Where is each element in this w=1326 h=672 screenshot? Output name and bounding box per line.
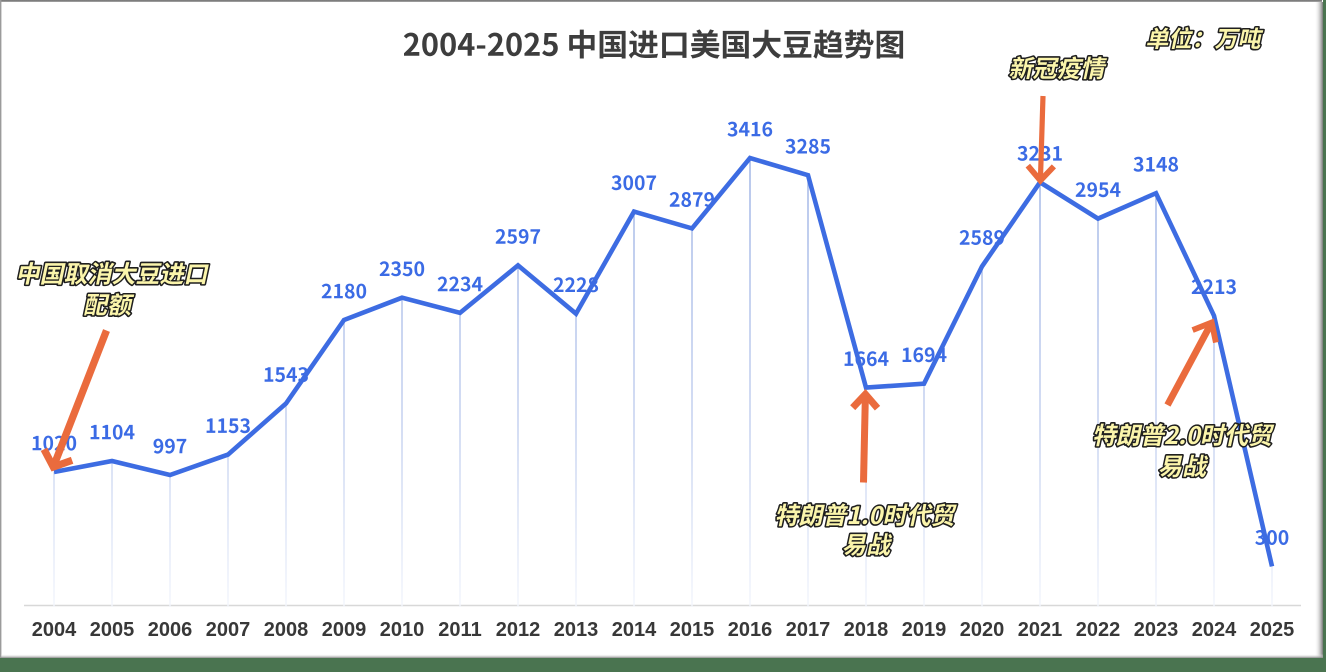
svg-text:2006: 2006	[148, 619, 193, 641]
svg-text:2007: 2007	[206, 619, 251, 641]
svg-text:2022: 2022	[1076, 619, 1121, 641]
svg-text:2011: 2011	[438, 619, 481, 641]
svg-text:2013: 2013	[554, 619, 599, 641]
svg-text:2014: 2014	[612, 619, 657, 641]
svg-text:2017: 2017	[786, 619, 831, 641]
svg-text:2021: 2021	[1018, 619, 1063, 641]
svg-text:2024: 2024	[1192, 619, 1237, 641]
svg-text:2004: 2004	[32, 619, 77, 641]
svg-text:2018: 2018	[844, 619, 889, 641]
svg-text:2025: 2025	[1250, 619, 1295, 641]
svg-text:2008: 2008	[264, 619, 309, 641]
svg-text:2020: 2020	[960, 619, 1005, 641]
svg-text:2015: 2015	[670, 619, 715, 641]
svg-text:2023: 2023	[1134, 619, 1179, 641]
svg-text:2010: 2010	[380, 619, 425, 641]
svg-text:2009: 2009	[322, 619, 367, 641]
svg-text:2019: 2019	[902, 619, 947, 641]
svg-text:2016: 2016	[728, 619, 773, 641]
svg-text:2012: 2012	[496, 619, 541, 641]
svg-text:2005: 2005	[90, 619, 135, 641]
